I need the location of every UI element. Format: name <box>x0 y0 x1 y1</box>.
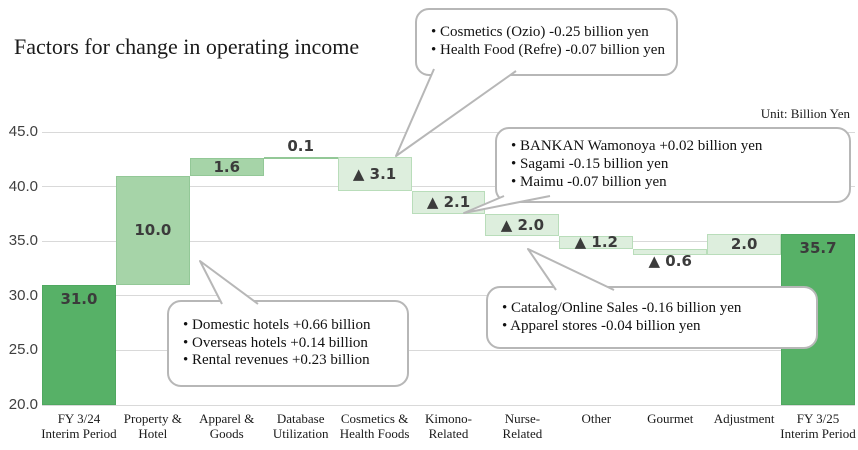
x-axis-category-label: Adjustment <box>713 411 775 426</box>
bar-value-label: 0.1 <box>287 137 314 156</box>
bar-fy324-interimperiod <box>42 284 116 405</box>
y-axis-tick-label: 45.0 <box>8 123 38 140</box>
y-axis-tick-label: 40.0 <box>8 177 38 195</box>
callout-tail-nurse <box>527 248 615 291</box>
bar-adjustment <box>707 233 782 256</box>
bar-gourmet <box>633 248 708 256</box>
chart-title: Factors for change in operating income <box>14 34 360 59</box>
bar-value-label: ▲ 2.1 <box>426 193 471 212</box>
x-axis-category-label: Property & Hotel <box>123 411 182 442</box>
callout-line: • Rental revenues +0.23 billion <box>183 352 370 369</box>
callout-line: • Sagami -0.15 billion yen <box>511 156 669 173</box>
x-axis-category-label: FY 3/24 Interim Period <box>41 411 117 442</box>
y-gridline <box>42 240 855 242</box>
bar-value-label: 35.7 <box>799 238 837 257</box>
bar-value-label: 1.6 <box>213 157 241 176</box>
callout-line: • Apparel stores -0.04 billion yen <box>502 317 701 334</box>
x-axis-category-label: Apparel & Goods <box>199 411 255 442</box>
bar-apparel-goods <box>189 158 264 176</box>
bar-value-label: ▲ 1.2 <box>574 233 618 252</box>
y-gridline <box>42 349 855 351</box>
x-axis-category-label: Gourmet <box>647 411 694 426</box>
callout-tail-hotels <box>199 260 259 305</box>
callout-line: • BANKAN Wamonoya +0.02 billion yen <box>511 138 763 155</box>
x-axis-category-label: FY 3/25 Interim Period <box>780 411 856 442</box>
callout-hotels: • Domestic hotels +0.66 billion • Overse… <box>167 300 409 387</box>
bar-value-label: 2.0 <box>730 235 758 254</box>
callout-line: • Cosmetics (Ozio) -0.25 billion yen <box>431 24 649 41</box>
callout-line: • Health Food (Refre) -0.07 billion yen <box>431 42 665 58</box>
bar-value-label: 10.0 <box>134 221 172 240</box>
bar-nurse--related <box>485 213 560 236</box>
x-axis-category-label: Nurse- Related <box>502 411 543 442</box>
y-axis-tick-label: 20.0 <box>8 396 38 413</box>
callout-kimono: • BANKAN Wamonoya +0.02 billion yen • Sa… <box>495 127 851 203</box>
bar-value-label: ▲ 2.0 <box>500 215 545 234</box>
x-axis-category-label: Cosmetics & Health Foods <box>339 411 410 442</box>
bar-database-utilization <box>263 157 338 160</box>
bar-cosmetics-healthfoods <box>337 157 412 191</box>
callout-cosmetics: • Cosmetics (Ozio) -0.25 billion yen • H… <box>415 8 678 76</box>
y-gridline <box>42 186 855 188</box>
bar-value-label: ▲ 0.6 <box>648 252 692 271</box>
y-axis-tick-label: 25.0 <box>8 341 38 359</box>
x-axis-category-label: Kimono- Related <box>425 411 472 442</box>
callout-line: • Overseas hotels +0.14 billion <box>183 334 368 351</box>
bar-property-hotel <box>115 175 190 285</box>
callout-line: • Domestic hotels +0.66 billion <box>183 316 371 333</box>
x-axis-category-label: Database Utilization <box>272 411 329 442</box>
callout-nurse: • Catalog/Online Sales -0.16 billion yen… <box>486 286 818 349</box>
callout-line: • Maimu -0.07 billion yen <box>511 173 667 190</box>
y-axis-tick-label: 35.0 <box>8 232 38 250</box>
x-axis-category-label: Other <box>581 411 612 426</box>
bar-value-label: 31.0 <box>60 289 98 308</box>
unit-note: Unit: Billion Yen <box>760 106 850 121</box>
bar-value-label: ▲ 3.1 <box>352 165 397 184</box>
y-gridline <box>42 404 855 406</box>
y-gridline <box>42 295 855 297</box>
y-axis-tick-label: 30.0 <box>8 286 38 304</box>
callout-line: • Catalog/Online Sales -0.16 billion yen <box>502 299 742 316</box>
